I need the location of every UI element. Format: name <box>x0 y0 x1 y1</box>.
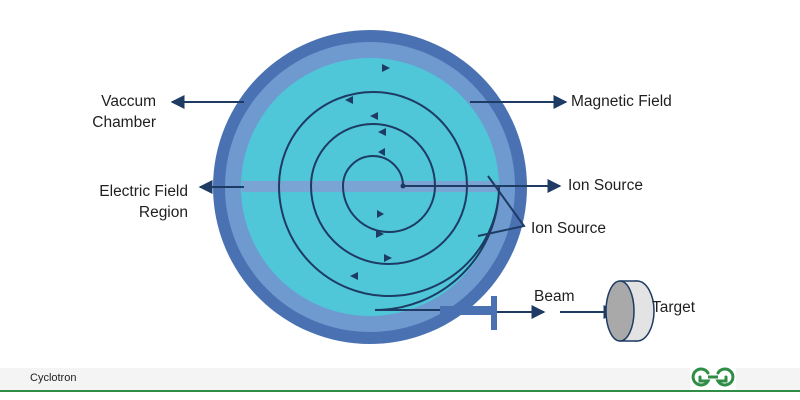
target-label: Target <box>652 299 696 316</box>
arrow-icon <box>350 272 358 280</box>
arrow-icon <box>377 210 384 218</box>
arrow-icon <box>382 64 390 72</box>
ion-source-dot <box>400 183 406 189</box>
vacuum-chamber-label-line1: Vaccum <box>101 93 156 110</box>
target-disc-icon <box>605 280 655 342</box>
electric-field-label-line1: Electric Field <box>99 183 188 200</box>
arrow-icon <box>378 148 385 156</box>
magnetic-field-label: Magnetic Field <box>571 93 672 110</box>
electric-field-band <box>242 181 498 192</box>
gfg-logo-icon <box>690 364 736 390</box>
beam-exit-pipe <box>440 306 492 315</box>
vacuum-chamber-label: Vaccum Chamber <box>60 91 156 133</box>
ion-source-bottom-label: Ion Source <box>531 220 606 237</box>
arrow-icon <box>378 128 386 136</box>
arrow-icon <box>345 96 353 104</box>
ion-spiral-path <box>277 91 500 311</box>
spiral-direction-arrows <box>345 64 392 280</box>
electric-field-label-line2: Region <box>138 204 188 221</box>
beam-label: Beam <box>534 288 575 305</box>
footer-bar: Cyclotron <box>0 368 800 392</box>
arrow-icon <box>376 230 384 238</box>
electric-field-label: Electric Field Region <box>60 181 188 223</box>
beam-exit-port <box>491 296 497 330</box>
ion-source-top-label: Ion Source <box>568 177 643 194</box>
footer-caption: Cyclotron <box>30 372 77 384</box>
arrow-icon <box>370 112 378 120</box>
arrow-icon <box>384 254 392 262</box>
ion-source-bottom-pointer <box>477 175 526 237</box>
vacuum-chamber-label-line2: Chamber <box>92 114 156 131</box>
